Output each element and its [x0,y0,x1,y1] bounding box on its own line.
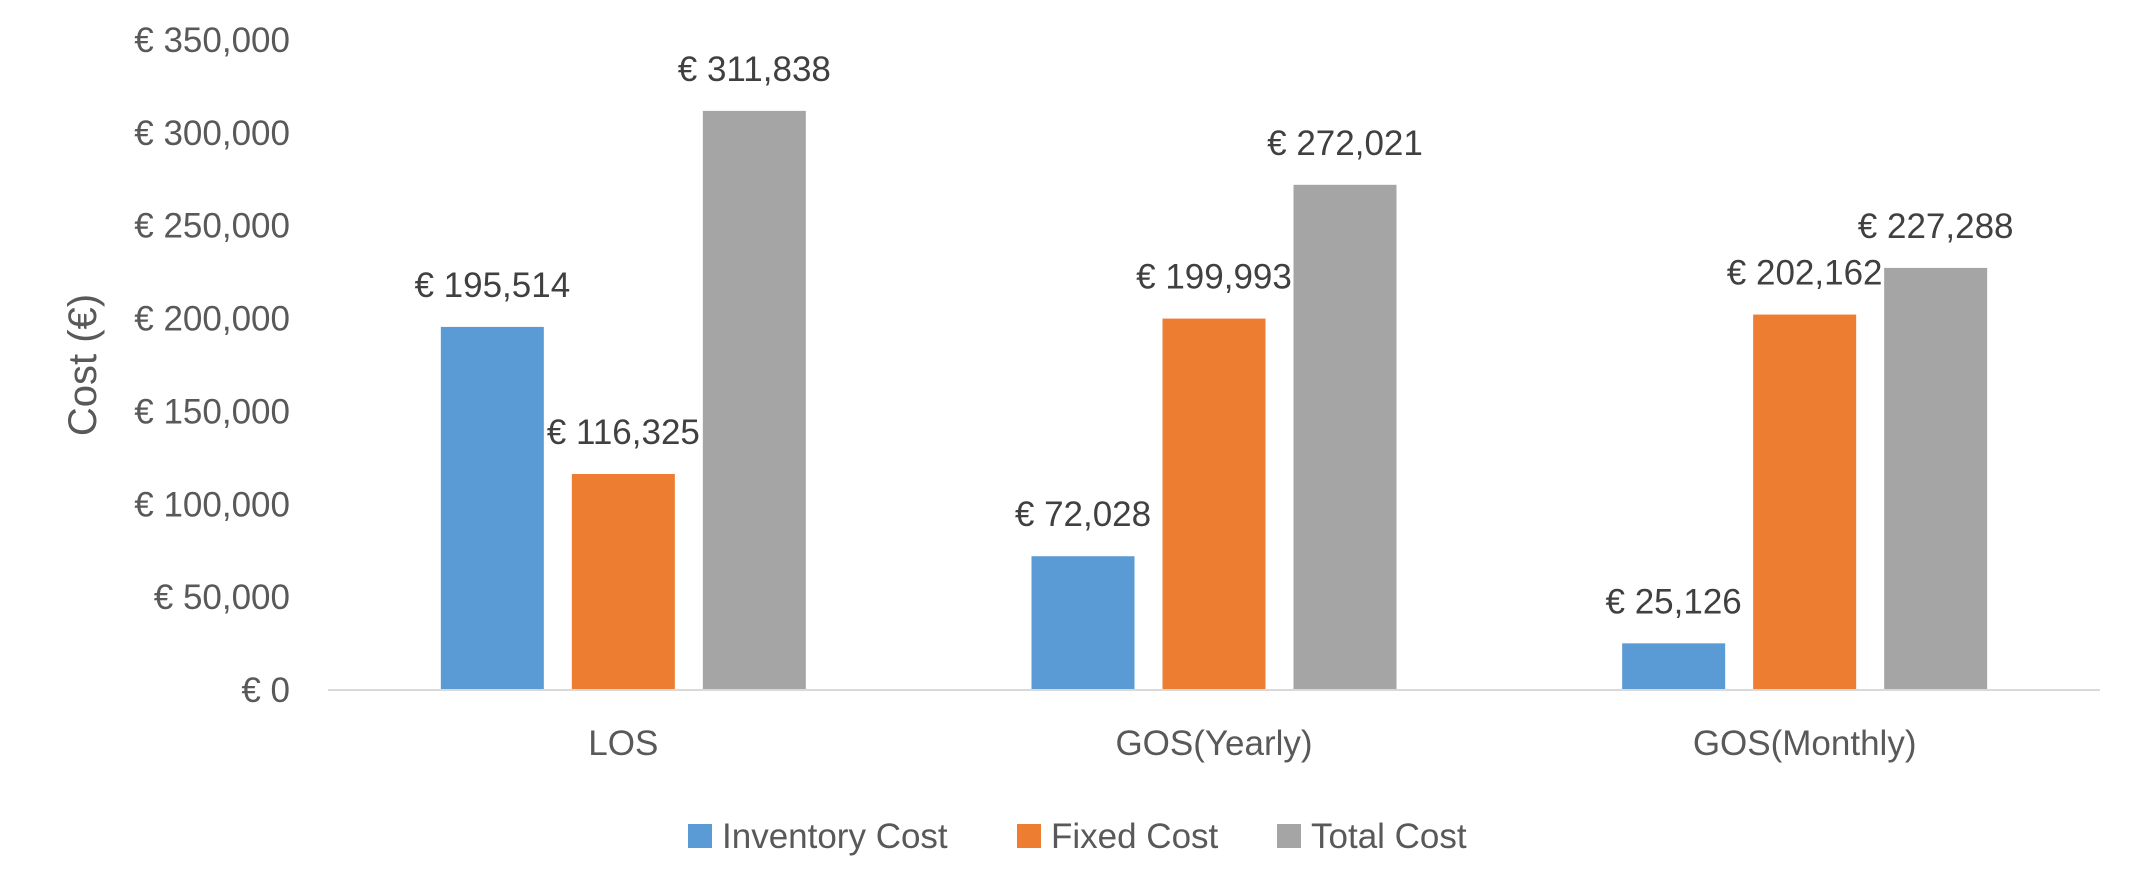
data-label-total-cost-los: € 311,838 [678,50,831,89]
legend-swatch-fixed-cost [1017,824,1041,848]
y-tick-label: € 350,000 [134,21,290,60]
bar-fixed-cost-gos-monthly [1753,314,1857,690]
bar-fixed-cost-gos-yearly [1162,318,1266,690]
x-axis-labels: LOS GOS(Yearly) GOS(Monthly) [588,724,1916,763]
data-label-total-cost-gos-monthly: € 227,288 [1858,207,2014,246]
data-labels: € 195,514 € 116,325 € 311,838 € 72,028 € 199… [414,50,2013,621]
x-tick-label: GOS(Monthly) [1693,724,1917,763]
data-label-total-cost-gos-yearly: € 272,021 [1267,124,1423,163]
legend-label-fixed-cost: Fixed Cost [1051,817,1219,856]
y-axis-title: Cost (€) [61,294,105,436]
y-tick-label: € 300,000 [134,114,290,153]
x-tick-label: LOS [588,724,658,763]
legend-swatch-inventory-cost [688,824,712,848]
legend-label-total-cost: Total Cost [1311,817,1467,856]
y-axis-ticks: € 0 € 50,000 € 100,000 € 150,000 € 200,000 € … [134,21,290,710]
bar-total-cost-gos-monthly [1884,267,1988,690]
y-tick-label: € 0 [241,671,290,710]
data-label-fixed-cost-gos-yearly: € 199,993 [1136,258,1292,297]
x-tick-label: GOS(Yearly) [1115,724,1312,763]
y-tick-label: € 250,000 [134,207,290,246]
legend-label-inventory-cost: Inventory Cost [722,817,948,856]
bar-inventory-cost-los [440,326,544,690]
y-tick-label: € 100,000 [134,485,290,524]
bar-total-cost-los [702,110,806,690]
bar-inventory-cost-gos-monthly [1622,643,1726,690]
data-label-inventory-cost-gos-yearly: € 72,028 [1015,495,1151,534]
bar-inventory-cost-gos-yearly [1031,556,1135,690]
data-label-inventory-cost-los: € 195,514 [414,266,570,305]
data-label-inventory-cost-gos-monthly: € 25,126 [1606,582,1742,621]
data-label-fixed-cost-los: € 116,325 [547,413,700,452]
legend: Inventory Cost Fixed Cost Total Cost [688,817,1467,856]
legend-swatch-total-cost [1277,824,1301,848]
y-tick-label: € 200,000 [134,300,290,339]
bars [440,110,1988,690]
bar-fixed-cost-los [571,473,675,690]
bar-total-cost-gos-yearly [1293,184,1397,690]
data-label-fixed-cost-gos-monthly: € 202,162 [1727,254,1883,293]
y-tick-label: € 150,000 [134,392,290,431]
y-tick-label: € 50,000 [154,578,290,617]
